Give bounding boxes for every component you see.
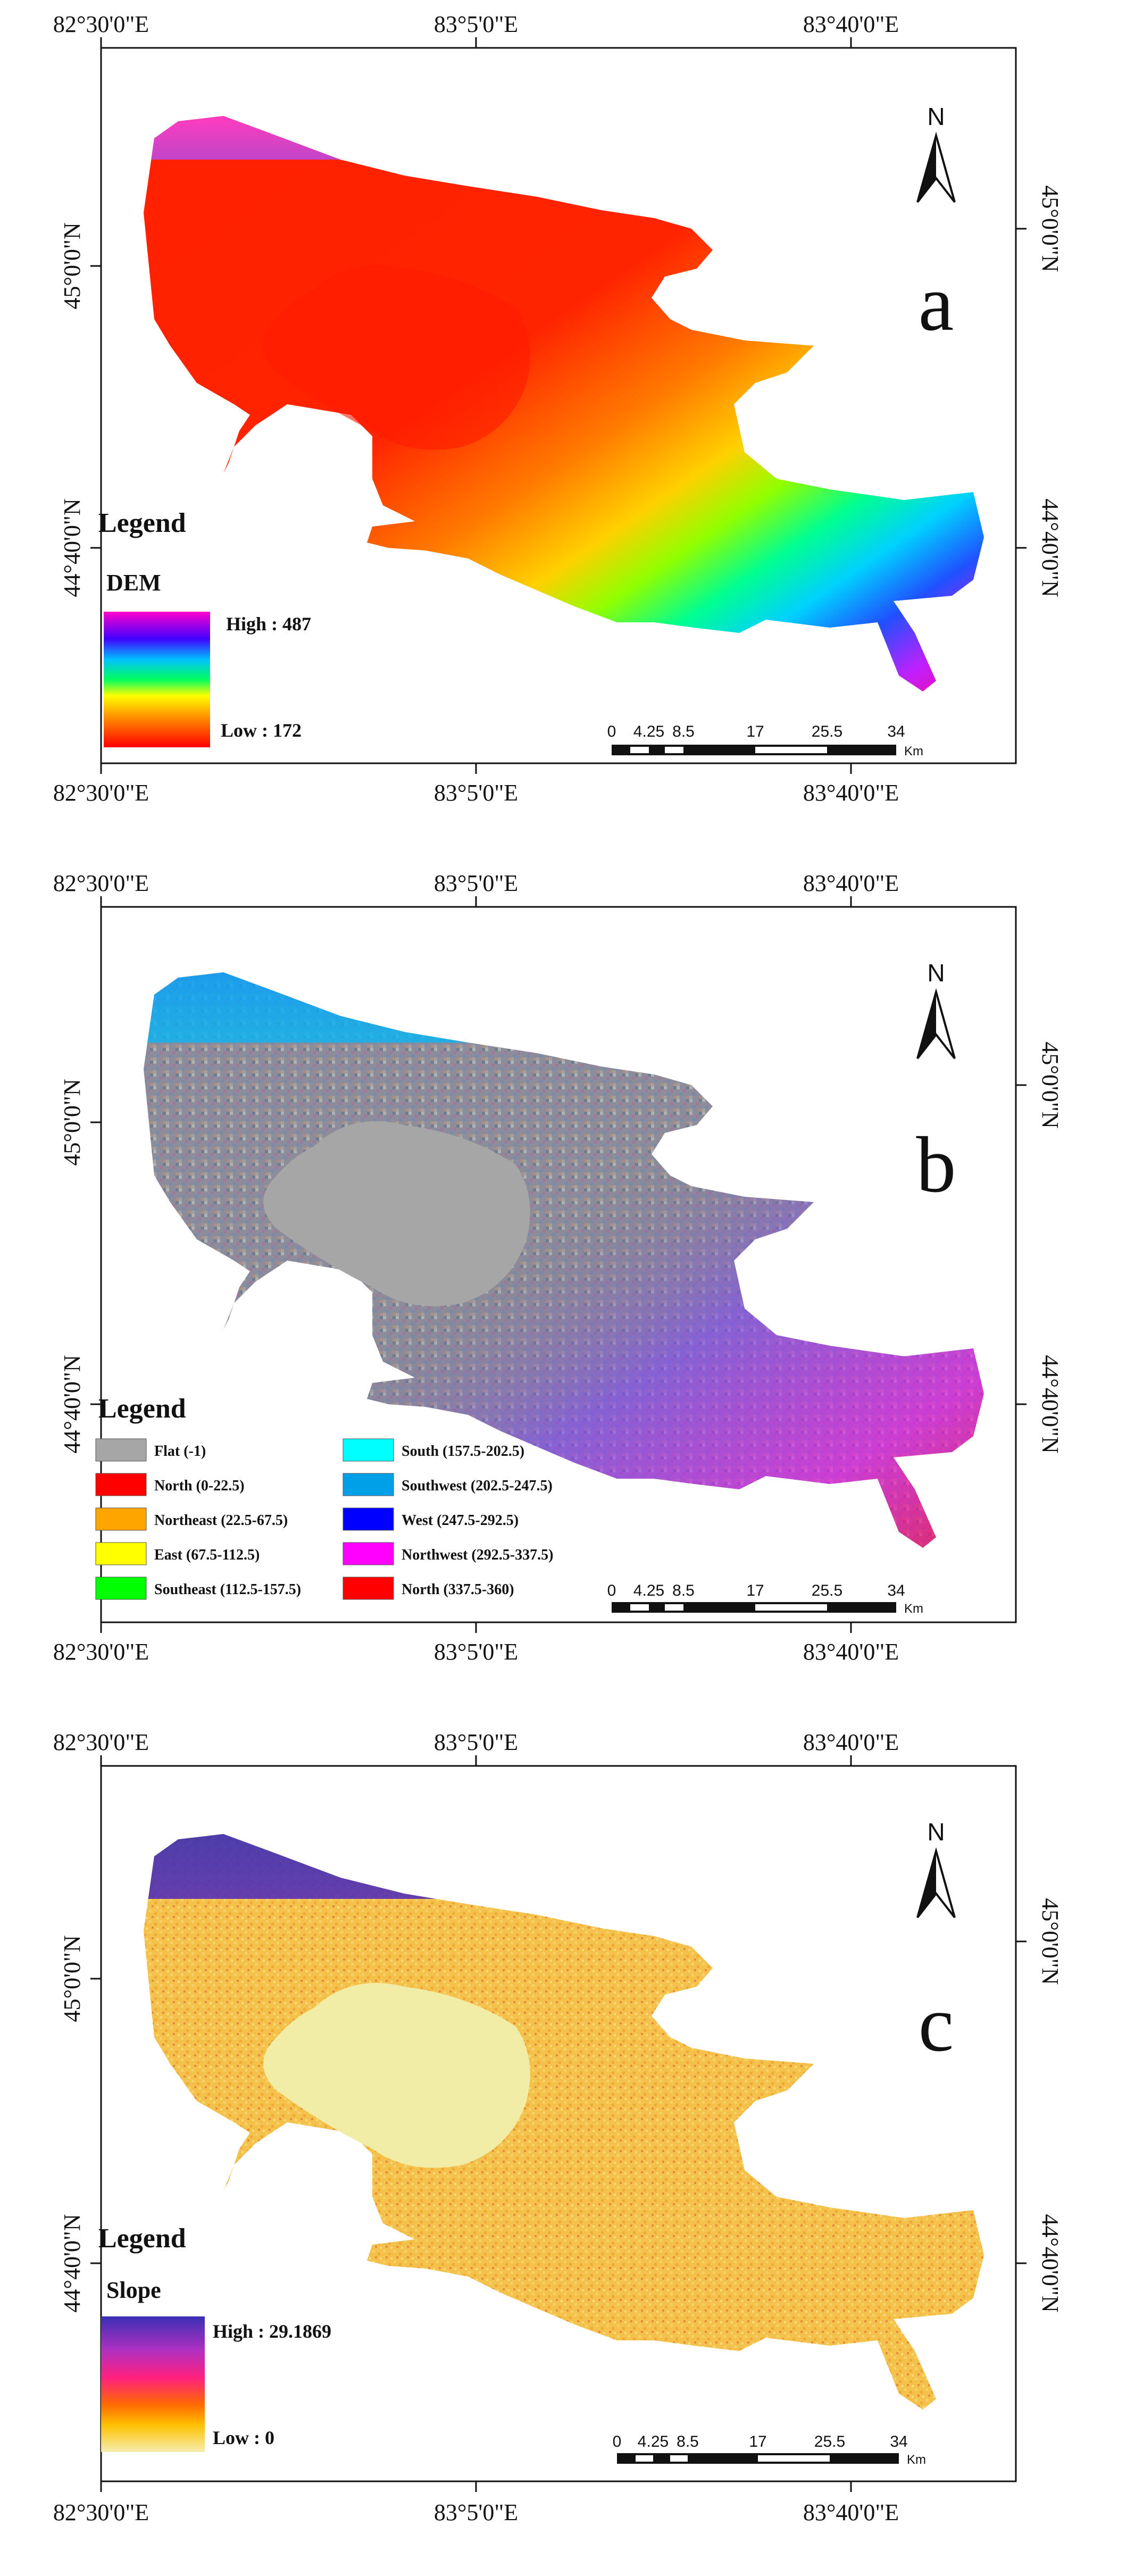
svg-text:82°30'0"E: 82°30'0"E <box>53 1639 149 1665</box>
svg-text:Km: Km <box>904 1602 923 1616</box>
panel-c-map: 82°30'0"E 83°5'0"E 83°40'0"E 82°30'0"E 8… <box>53 1729 1063 2525</box>
svg-text:8.5: 8.5 <box>672 1582 695 1599</box>
north-arrow-icon: N <box>916 103 956 203</box>
svg-text:83°40'0"E: 83°40'0"E <box>803 1729 899 1755</box>
legend-title-a: Legend <box>98 508 186 538</box>
svg-text:44°40'0"N: 44°40'0"N <box>59 1355 85 1453</box>
svg-text:83°5'0"E: 83°5'0"E <box>434 1639 518 1665</box>
svg-text:45°0'0"N: 45°0'0"N <box>59 1935 85 2022</box>
lon-label-top-1: 82°30'0"E <box>53 11 149 37</box>
lat-label-left-2: 44°40'0"N <box>59 498 85 597</box>
aspect-swatch <box>95 1542 147 1565</box>
svg-text:45°0'0"N: 45°0'0"N <box>1037 1898 1063 1985</box>
panel-letter-b: b <box>916 1121 956 1209</box>
svg-text:82°30'0"E: 82°30'0"E <box>53 1729 149 1755</box>
aspect-swatch <box>95 1473 147 1496</box>
aspect-class-label: West (247.5-292.5) <box>402 1512 519 1529</box>
aspect-swatch <box>95 1507 147 1531</box>
panel-a-map: 82°30'0"E 83°5'0"E 83°40'0"E 82°30'0"E 8… <box>53 11 1063 806</box>
aspect-swatch <box>343 1577 394 1600</box>
svg-text:82°30'0"E: 82°30'0"E <box>53 2499 149 2525</box>
aspect-swatch <box>343 1542 394 1565</box>
legend-title-b: Legend <box>98 1394 186 1424</box>
aspect-class-label: South (157.5-202.5) <box>402 1443 524 1460</box>
scale-bar-c: 0 4.25 8.5 17 25.5 34 Km <box>613 2433 926 2467</box>
aspect-class-label: East (67.5-112.5) <box>154 1547 260 1563</box>
svg-text:34: 34 <box>887 723 905 740</box>
slope-low-label: Low : 0 <box>213 2427 274 2448</box>
svg-text:0: 0 <box>607 723 616 740</box>
svg-text:8.5: 8.5 <box>672 723 695 740</box>
lat-label-left-1: 45°0'0"N <box>59 222 85 309</box>
aspect-class-label: Flat (-1) <box>154 1443 206 1460</box>
lon-label-bottom-2: 83°5'0"E <box>434 780 518 806</box>
svg-text:25.5: 25.5 <box>814 2433 845 2450</box>
svg-text:25.5: 25.5 <box>812 1582 842 1599</box>
aspect-class-label: Northeast (22.5-67.5) <box>154 1512 288 1529</box>
dem-high-label: High : 487 <box>226 613 311 635</box>
svg-text:34: 34 <box>890 2433 907 2450</box>
aspect-swatch <box>95 1577 147 1600</box>
svg-text:17: 17 <box>749 2433 766 2450</box>
svg-text:44°40'0"N: 44°40'0"N <box>1037 2214 1063 2312</box>
svg-text:17: 17 <box>746 723 764 740</box>
svg-text:83°5'0"E: 83°5'0"E <box>434 870 518 896</box>
lat-label-right-1: 45°0'0"N <box>1037 185 1063 272</box>
scale-bar-b: 0 4.25 8.5 17 25.5 34 Km <box>607 1582 923 1616</box>
svg-text:34: 34 <box>887 1582 905 1599</box>
legend-subtitle-dem: DEM <box>106 570 161 596</box>
svg-text:83°40'0"E: 83°40'0"E <box>803 870 899 896</box>
aspect-class-label: North (0-22.5) <box>154 1478 245 1494</box>
svg-text:45°0'0"N: 45°0'0"N <box>1037 1041 1063 1128</box>
aspect-class-label: North (337.5-360) <box>402 1581 514 1598</box>
panel-letter-c: c <box>919 1980 954 2068</box>
lat-label-right-2: 44°40'0"N <box>1037 498 1063 597</box>
aspect-class-label: Southeast (112.5-157.5) <box>154 1581 301 1598</box>
panel-b-map: 82°30'0"E 83°5'0"E 83°40'0"E 82°30'0"E 8… <box>53 870 1063 1665</box>
north-arrow-icon: N <box>916 959 956 1060</box>
svg-text:N: N <box>927 959 945 987</box>
svg-text:4.25: 4.25 <box>638 2433 669 2450</box>
panel-letter-a: a <box>919 259 954 347</box>
lon-label-top-2: 83°5'0"E <box>434 11 518 37</box>
svg-text:Km: Km <box>907 2453 926 2467</box>
dem-low-label: Low : 172 <box>221 720 302 741</box>
slope-high-label: High : 29.1869 <box>213 2321 331 2342</box>
north-arrow-icon: N <box>916 1818 956 1919</box>
aspect-swatch <box>343 1473 394 1496</box>
legend-title-c: Legend <box>98 2223 186 2254</box>
lon-label-bottom-1: 82°30'0"E <box>53 780 149 806</box>
aspect-class-label: Southwest (202.5-247.5) <box>402 1478 553 1494</box>
dem-color-ramp <box>104 612 210 747</box>
scale-bar-a: 0 4.25 8.5 17 25.5 34 Km <box>607 723 923 758</box>
aspect-swatch <box>95 1438 147 1462</box>
svg-text:44°40'0"N: 44°40'0"N <box>1037 1355 1063 1453</box>
aspect-class-label: Northwest (292.5-337.5) <box>402 1547 553 1563</box>
svg-text:83°5'0"E: 83°5'0"E <box>434 1729 518 1755</box>
slope-color-ramp <box>101 2316 205 2452</box>
svg-text:4.25: 4.25 <box>633 723 664 740</box>
svg-text:N: N <box>927 1818 945 1846</box>
lon-label-bottom-3: 83°40'0"E <box>803 780 899 806</box>
svg-text:25.5: 25.5 <box>812 723 842 740</box>
svg-text:44°40'0"N: 44°40'0"N <box>59 2214 85 2312</box>
svg-text:82°30'0"E: 82°30'0"E <box>53 870 149 896</box>
lon-label-top-3: 83°40'0"E <box>803 11 899 37</box>
svg-text:45°0'0"N: 45°0'0"N <box>59 1079 85 1165</box>
svg-text:0: 0 <box>607 1582 616 1599</box>
aspect-legend: Flat (-1) North (0-22.5) Northeast (22.5-6… <box>95 1438 553 1600</box>
svg-text:83°40'0"E: 83°40'0"E <box>803 2499 899 2525</box>
svg-text:83°40'0"E: 83°40'0"E <box>803 1639 899 1665</box>
svg-text:4.25: 4.25 <box>633 1582 664 1599</box>
svg-text:0: 0 <box>613 2433 622 2450</box>
svg-text:Km: Km <box>904 744 923 758</box>
legend-subtitle-slope: Slope <box>106 2277 161 2303</box>
aspect-swatch <box>343 1507 394 1531</box>
svg-text:83°5'0"E: 83°5'0"E <box>434 2499 518 2525</box>
north-label: N <box>927 103 945 130</box>
svg-text:17: 17 <box>746 1582 764 1599</box>
svg-text:8.5: 8.5 <box>677 2433 699 2450</box>
aspect-swatch <box>343 1438 394 1462</box>
